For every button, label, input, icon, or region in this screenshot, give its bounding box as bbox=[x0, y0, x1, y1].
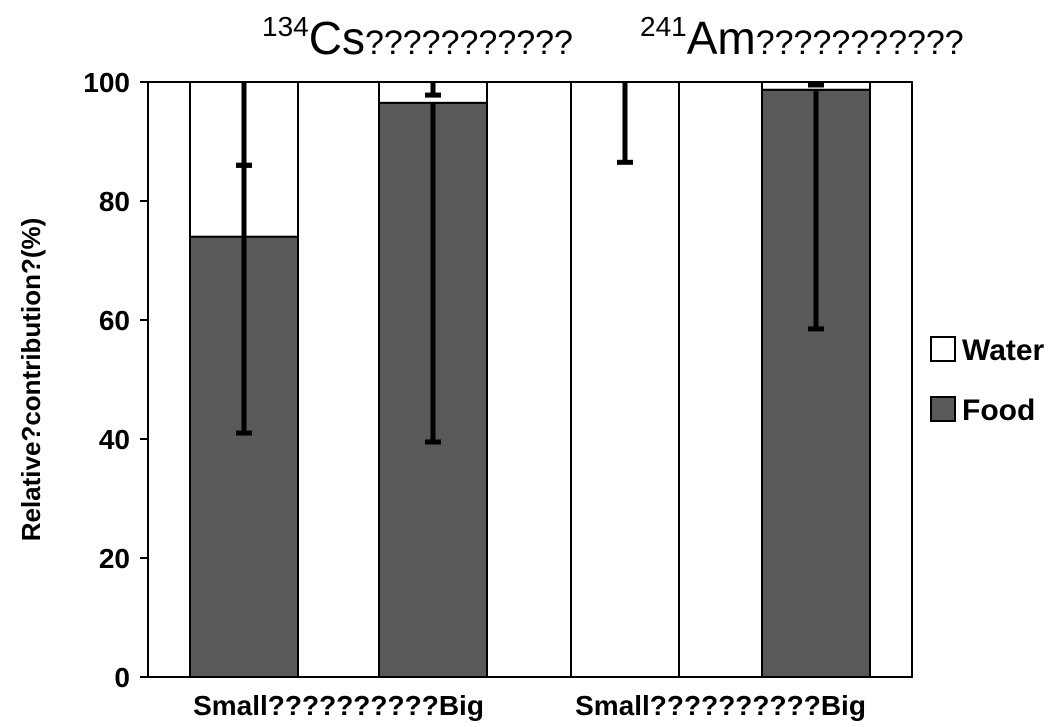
error-bar-6 bbox=[808, 82, 824, 88]
x-group-label-1: Small??????????Big bbox=[575, 690, 866, 721]
panel-title-garbled: ??????????? bbox=[365, 24, 573, 62]
panel-title-superscript: 134 bbox=[262, 11, 309, 42]
legend: Water Food bbox=[930, 334, 1045, 427]
error-bar-5 bbox=[808, 89, 824, 332]
legend-item-water: Water bbox=[930, 334, 1045, 367]
panel-titles: 134Cs??????????? 241Am??????????? bbox=[262, 11, 964, 64]
panel-title-1: 241Am??????????? bbox=[640, 11, 964, 64]
y-tick-label: 100 bbox=[83, 67, 130, 98]
legend-swatch bbox=[930, 396, 956, 422]
panel-title-superscript: 241 bbox=[640, 11, 687, 42]
panel-title-element: Cs bbox=[309, 12, 365, 64]
y-axis-label: Relative?contribution?(%) bbox=[16, 218, 46, 542]
y-axis: 0 20 40 60 80 100 bbox=[83, 67, 148, 693]
legend-label: Water bbox=[962, 334, 1045, 367]
y-tick-label: 40 bbox=[99, 424, 130, 455]
error-bar-2 bbox=[425, 102, 441, 445]
legend-item-food: Food bbox=[930, 394, 1035, 427]
legend-label: Food bbox=[962, 394, 1035, 427]
panel-title-element: Am bbox=[687, 12, 756, 64]
y-tick-label: 20 bbox=[99, 543, 130, 574]
x-axis: Small??????????Big Small??????????Big bbox=[193, 690, 866, 721]
bar-food-3 bbox=[761, 88, 871, 679]
error-bar-4 bbox=[617, 82, 633, 165]
legend-swatch bbox=[930, 336, 956, 362]
panel-title-garbled: ??????????? bbox=[756, 24, 964, 62]
panel-title-0: 134Cs??????????? bbox=[262, 11, 573, 64]
y-tick-label: 0 bbox=[114, 662, 130, 693]
error-bar-1 bbox=[236, 82, 252, 168]
error-bar-3 bbox=[425, 82, 441, 98]
y-tick-label: 80 bbox=[99, 186, 130, 217]
bar-water-2 bbox=[570, 81, 680, 678]
error-bars-group bbox=[236, 82, 824, 445]
x-group-label-0: Small??????????Big bbox=[193, 690, 484, 721]
y-tick-label: 60 bbox=[99, 305, 130, 336]
